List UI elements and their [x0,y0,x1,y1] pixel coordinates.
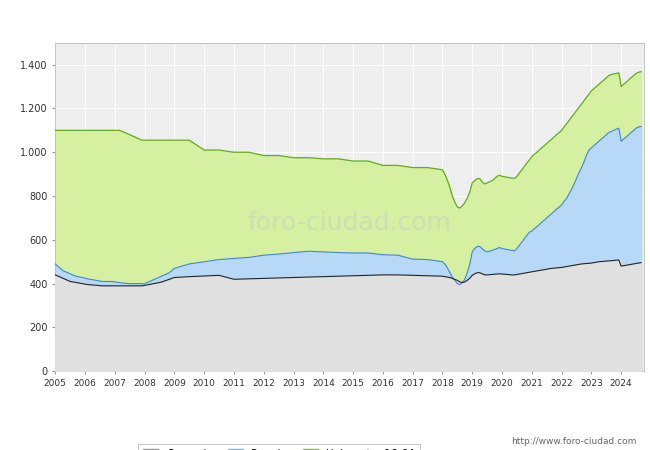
Text: Soto de la Vega - Evolucion de la poblacion en edad de Trabajar Septiembre de 20: Soto de la Vega - Evolucion de la poblac… [93,14,557,24]
Text: http://www.foro-ciudad.com: http://www.foro-ciudad.com [512,436,637,446]
Text: foro-ciudad.com: foro-ciudad.com [248,212,451,235]
Legend: Ocupados, Parados, Hab. entre 16-64: Ocupados, Parados, Hab. entre 16-64 [138,444,420,450]
